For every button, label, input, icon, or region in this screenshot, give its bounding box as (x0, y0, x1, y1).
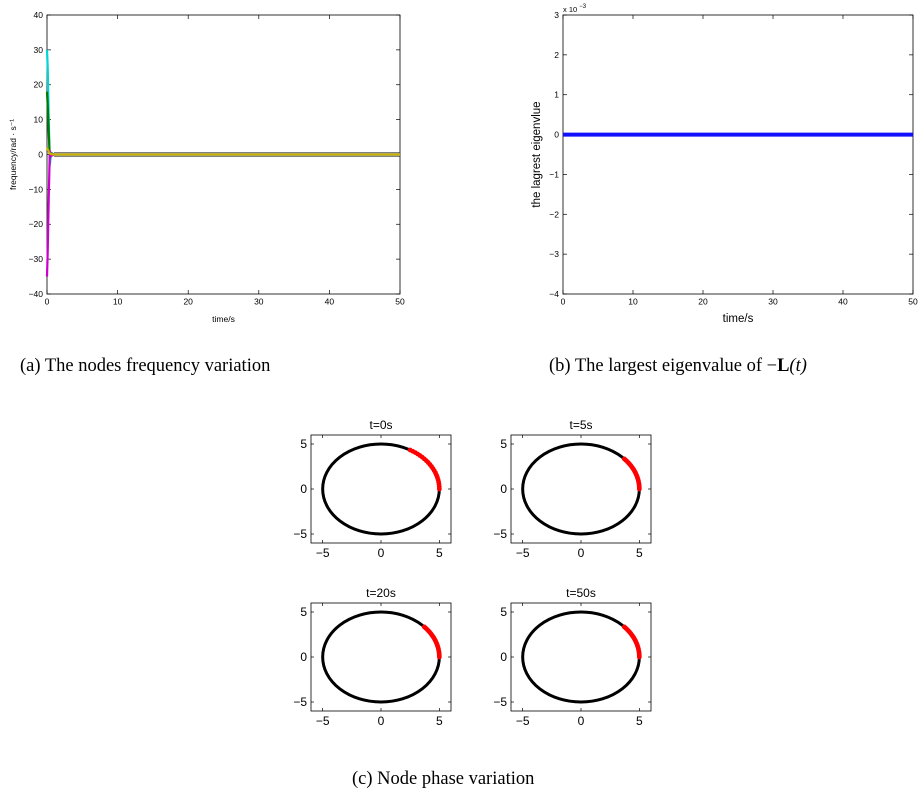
y-tick-label: 10 (34, 115, 44, 125)
series-line-3 (45, 147, 400, 156)
y-tick-label: −5 (293, 695, 307, 709)
y-exponent-label: x 10 −3 (563, 4, 587, 14)
y-exponent-base: x 10 (563, 5, 579, 14)
y-tick-label: 5 (300, 605, 307, 619)
y-tick-label: −5 (493, 527, 507, 541)
plot-frame (510, 602, 652, 712)
x-tick-label: −5 (316, 546, 330, 560)
y-tick-label: −2 (549, 209, 559, 219)
x-tick-label: 0 (378, 714, 385, 728)
y-tick-label: 2 (554, 50, 559, 60)
y-tick-label: 5 (300, 437, 307, 451)
x-tick-label: 40 (838, 297, 848, 307)
x-tick-label: 10 (628, 297, 638, 307)
y-tick-label: −5 (493, 695, 507, 709)
caption-b-prefix: (b) The largest eigenvalue of − (549, 356, 777, 376)
x-tick-label: 5 (436, 546, 443, 560)
y-tick-label: 0 (38, 149, 43, 159)
caption-c: (c) Node phase variation (352, 769, 534, 789)
y-tick-label: 20 (34, 80, 44, 90)
node-point (407, 447, 413, 453)
x-tick-label: −5 (316, 714, 330, 728)
y-tick-label: 0 (554, 130, 559, 140)
chart-a: 0 10 20 30 40 50 40 30 20 10 0 −10 −20 −30 −40 time/s fr… (8, 10, 405, 324)
node-point (621, 456, 627, 462)
x-tick-label: 0 (578, 714, 585, 728)
x-tick-label: 30 (254, 297, 264, 307)
y-axis-label: frequency/rad · s⁻¹ (8, 119, 18, 190)
y-tick-label: −1 (549, 169, 559, 179)
x-tick-label: 20 (183, 297, 193, 307)
subplot-title: t=20s (366, 586, 396, 600)
y-tick-label: 0 (500, 482, 507, 496)
x-tick-label: 0 (561, 297, 566, 307)
y-tick-label: −4 (549, 289, 559, 299)
plot-frame (310, 434, 452, 544)
x-axis-label: time/s (723, 313, 754, 325)
y-axis-label: the lagrest eigenvlue (531, 101, 543, 207)
y-tick-label: 0 (300, 650, 307, 664)
x-tick-label: 0 (578, 546, 585, 560)
x-tick-label: 0 (45, 297, 50, 307)
plot-frame (562, 14, 914, 295)
y-tick-label: 5 (500, 605, 507, 619)
x-tick-label: 50 (395, 297, 405, 307)
x-tick-label: 10 (113, 297, 123, 307)
node-point (621, 624, 627, 630)
x-tick-label: −5 (516, 546, 530, 560)
node-point (421, 624, 427, 630)
caption-b-L: L (777, 356, 789, 376)
plot-frame (310, 602, 452, 712)
x-tick-label: 50 (908, 297, 918, 307)
x-tick-label: 30 (768, 297, 778, 307)
subplot-title: t=5s (569, 418, 592, 432)
x-tick-label: 5 (436, 714, 443, 728)
chart-c1: −5 0 5 5 0 −5 t=0s (293, 418, 452, 560)
x-tick-label: 40 (325, 297, 335, 307)
y-tick-label: 40 (34, 10, 44, 20)
x-tick-label: 5 (636, 546, 643, 560)
chart-c2: −5 0 5 5 0 −5 t=5s (493, 418, 652, 560)
y-tick-label: 30 (34, 45, 44, 55)
y-tick-label: 0 (300, 482, 307, 496)
chart-c4: −5 0 5 5 0 −5 t=50s (493, 586, 652, 728)
caption-a: (a) The nodes frequency variation (20, 356, 270, 376)
y-tick-label: −40 (29, 289, 44, 299)
chart-c3: −5 0 5 5 0 −5 t=20s (293, 586, 452, 728)
caption-b-t: (t) (789, 356, 806, 376)
x-axis-label: time/s (212, 314, 235, 324)
x-tick-label: 0 (378, 546, 385, 560)
subplot-title: t=0s (369, 418, 392, 432)
y-tick-label: 0 (500, 650, 507, 664)
x-tick-label: −5 (516, 714, 530, 728)
y-tick-label: 5 (500, 437, 507, 451)
y-tick-label: −5 (293, 527, 307, 541)
y-tick-label: −10 (29, 184, 44, 194)
plot-frame (510, 434, 652, 544)
x-tick-label: 20 (698, 297, 708, 307)
y-tick-label: 1 (554, 90, 559, 100)
y-tick-label: −30 (29, 254, 44, 264)
y-tick-label: 3 (554, 10, 559, 20)
y-tick-label: −3 (549, 249, 559, 259)
x-tick-label: 5 (636, 714, 643, 728)
y-exponent-power: −3 (579, 4, 587, 10)
caption-b: (b) The largest eigenvalue of −L(t) (549, 356, 807, 376)
y-tick-label: −20 (29, 219, 44, 229)
subplot-title: t=50s (566, 586, 596, 600)
